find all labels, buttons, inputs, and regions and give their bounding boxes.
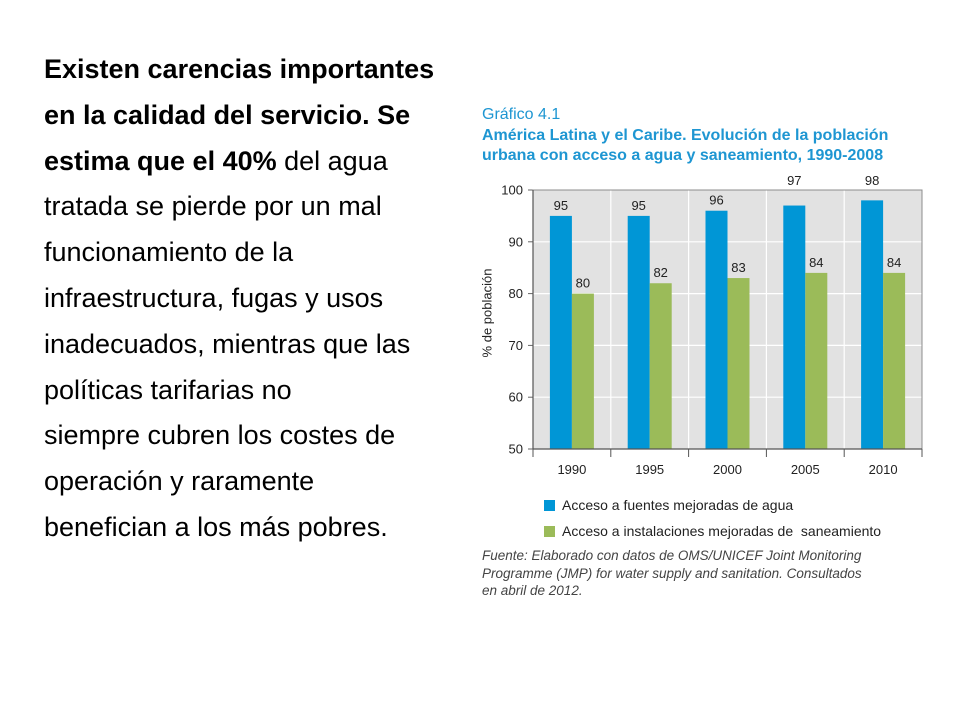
body-line-regular: tratada se pierde por un mal <box>44 191 382 222</box>
y-tick-label-90: 90 <box>509 234 523 249</box>
bar-sanitation-access-2005 <box>805 272 828 449</box>
body-line-7: inadecuados, mientras que las <box>44 322 434 368</box>
x-tick-label-1990: 1990 <box>557 462 586 477</box>
body-line-regular: siempre cubren los costes de <box>44 420 396 451</box>
data-label-water-access-2010: 98 <box>865 173 879 188</box>
body-line-6: infraestructura, fugas y usos <box>44 276 434 322</box>
body-line-8: políticas tarifarias no <box>44 368 434 414</box>
x-tick-label-2000: 2000 <box>713 462 742 477</box>
source-line-3: en abril de 2012. <box>482 583 583 598</box>
data-label-sanitation-access-2010: 84 <box>887 255 901 270</box>
data-label-water-access-1990: 95 <box>554 198 568 213</box>
legend-item-water-access: Acceso a fuentes mejoradas de agua <box>544 492 881 518</box>
x-tick-label-2010: 2010 <box>869 462 898 477</box>
legend-swatch-sanitation-access <box>544 525 555 537</box>
bar-water-access-2000 <box>705 210 728 449</box>
legend-label-water-access: Acceso a fuentes mejoradas de agua <box>562 497 794 513</box>
bar-sanitation-access-2000 <box>727 278 750 449</box>
data-label-water-access-2000: 96 <box>709 193 723 208</box>
body-line-3: estima que el 40% del agua <box>44 139 434 185</box>
body-line-5: funcionamiento de la <box>44 230 434 276</box>
legend-swatch-water-access <box>544 499 555 511</box>
body-line-regular: del agua <box>276 145 388 176</box>
body-line-1: Existen carencias importantes <box>44 47 434 93</box>
chart-caption: Gráfico 4.1 América Latina y el Caribe. … <box>482 105 888 167</box>
chart-legend: Acceso a fuentes mejoradas de agua Acces… <box>544 492 881 544</box>
y-tick-label-70: 70 <box>509 338 523 353</box>
body-line-bold: estima que el 40% <box>44 145 277 176</box>
body-line-9: siempre cubren los costes de <box>44 413 434 459</box>
body-line-10: operación y raramente <box>44 459 434 505</box>
body-line-regular: políticas tarifarias no <box>44 374 292 405</box>
body-line-2: en la calidad del servicio. Se <box>44 93 434 139</box>
chart-source-note: Fuente: Elaborado con datos de OMS/UNICE… <box>482 547 862 600</box>
data-label-water-access-1995: 95 <box>631 198 645 213</box>
y-axis-label: % de población <box>480 269 495 358</box>
bar-water-access-1990 <box>549 215 572 449</box>
body-line-regular: inadecuados, mientras que las <box>44 328 411 359</box>
data-label-sanitation-access-2000: 83 <box>731 260 745 275</box>
bar-water-access-2010 <box>861 200 884 449</box>
body-line-4: tratada se pierde por un mal <box>44 184 434 230</box>
body-line-bold: en la calidad del servicio. Se <box>44 99 411 130</box>
body-line-regular: funcionamiento de la <box>44 237 294 268</box>
legend-item-sanitation-access: Acceso a instalaciones mejoradas de sane… <box>544 518 881 544</box>
bar-sanitation-access-2010 <box>883 272 906 449</box>
y-tick-label-100: 100 <box>501 183 523 198</box>
body-line-regular: operación y raramente <box>44 466 315 497</box>
body-line-11: benefician a los más pobres. <box>44 505 434 551</box>
data-label-sanitation-access-1995: 82 <box>653 265 667 280</box>
y-tick-label-60: 60 <box>509 390 523 405</box>
bar-chart: 50 60 70 80 90 100 95 95 96 97 98 80 82 83 84 84 1990 199… <box>480 173 923 477</box>
body-line-bold: Existen carencias importantes <box>44 54 435 84</box>
source-line-1: Fuente: Elaborado con datos de OMS/UNICE… <box>482 548 862 563</box>
data-label-water-access-2005: 97 <box>787 173 801 188</box>
bar-sanitation-access-1995 <box>649 283 672 449</box>
data-label-sanitation-access-1990: 80 <box>576 276 590 291</box>
body-line-regular: benefician a los más pobres. <box>44 511 388 542</box>
body-line-regular: infraestructura, fugas y usos <box>44 282 384 313</box>
bar-water-access-1995 <box>627 215 650 449</box>
slide-body-text: Existen carencias importantes en la cali… <box>44 47 434 551</box>
data-label-sanitation-access-2005: 84 <box>809 255 823 270</box>
source-line-2: Programme (JMP) for water supply and san… <box>482 565 862 581</box>
bar-sanitation-access-1990 <box>571 293 594 449</box>
y-tick-label-80: 80 <box>509 286 523 301</box>
bar-water-access-2005 <box>783 205 806 449</box>
x-tick-label-2005: 2005 <box>791 462 820 477</box>
y-tick-label-50: 50 <box>509 442 523 457</box>
chart-number: Gráfico 4.1 <box>482 106 561 123</box>
legend-label-sanitation-access: Acceso a instalaciones mejoradas de sane… <box>562 523 882 539</box>
x-tick-label-1995: 1995 <box>635 462 664 477</box>
chart-title-line-1: América Latina y el Caribe. Evolución de… <box>482 126 889 144</box>
chart-title-line-2: urbana con acceso a agua y saneamiento, … <box>482 147 884 164</box>
